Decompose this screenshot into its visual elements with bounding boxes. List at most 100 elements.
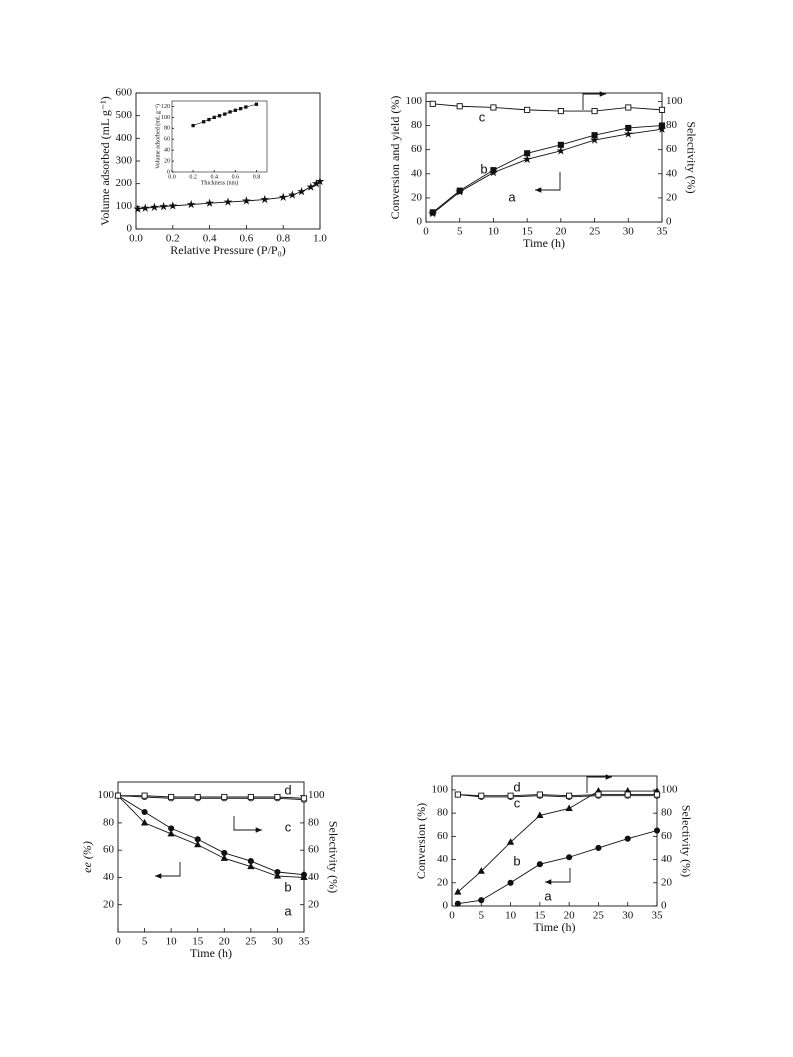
x-tick-label: 0.2 xyxy=(189,174,197,180)
marker xyxy=(658,122,666,129)
series-line xyxy=(432,125,663,213)
marker xyxy=(524,106,531,113)
marker xyxy=(454,888,462,895)
marker xyxy=(247,793,254,801)
marker xyxy=(194,836,201,843)
y-tick-label: 40 xyxy=(164,148,170,154)
series-line xyxy=(457,830,658,905)
x-tick-label: 30 xyxy=(623,226,635,238)
series-line xyxy=(432,103,663,112)
y-tick-label: 80 xyxy=(164,126,170,132)
marker xyxy=(212,115,216,120)
series-line xyxy=(457,790,657,893)
y-tick-label: 100 xyxy=(406,95,423,107)
plot-frame xyxy=(451,775,658,907)
y-tick-label: 20 xyxy=(411,191,423,203)
x-tick-label: 10 xyxy=(488,226,500,238)
x-tick-label: 20 xyxy=(555,226,567,238)
y2-tick-label: 100 xyxy=(308,789,325,801)
x-tick-label: 35 xyxy=(299,936,311,948)
y-axis-label: Volume adsorbed (mL g⁻¹) xyxy=(154,104,161,169)
marker xyxy=(653,791,661,798)
series-label: d xyxy=(513,779,520,794)
y-tick-label: 100 xyxy=(432,783,449,795)
marker xyxy=(194,793,201,801)
series-label: c xyxy=(514,795,521,810)
x-axis-label: Time (h) xyxy=(523,236,565,250)
axis-arrow xyxy=(582,91,606,110)
marker xyxy=(536,791,543,798)
y2-tick-label: 100 xyxy=(666,95,683,107)
x-tick-label: 30 xyxy=(622,910,634,922)
y-tick-label: 40 xyxy=(411,167,423,179)
x-axis-label: Relative Pressure (P/P₀) xyxy=(170,243,286,257)
marker xyxy=(223,197,233,206)
y2-tick-label: 60 xyxy=(308,844,320,856)
marker xyxy=(238,106,243,111)
marker xyxy=(254,102,259,106)
x-axis-label: Time (h) xyxy=(190,946,232,960)
x-tick-label: 0.8 xyxy=(253,174,261,180)
x-axis-label: Thickness (nm) xyxy=(201,179,239,186)
marker xyxy=(247,858,254,865)
y-axis-label: ee (%) xyxy=(80,841,94,873)
marker xyxy=(217,114,222,118)
marker xyxy=(490,104,497,111)
marker xyxy=(591,108,598,115)
x-tick-label: 0 xyxy=(115,936,121,948)
x-tick-label: 0.4 xyxy=(210,174,218,180)
x-tick-label: 0.6 xyxy=(232,174,240,180)
marker xyxy=(625,104,632,111)
y-tick-label: 60 xyxy=(164,137,170,143)
series-line xyxy=(117,795,305,878)
marker xyxy=(244,105,248,109)
y-axis-label: Volume adsorbed (mL g⁻¹) xyxy=(98,96,112,226)
marker xyxy=(221,849,228,856)
x-tick-label: 0 xyxy=(423,226,429,238)
series-label: c xyxy=(285,819,292,834)
marker xyxy=(288,190,297,199)
marker xyxy=(429,209,436,216)
marker xyxy=(300,871,308,878)
y2-tick-label: 40 xyxy=(666,167,678,179)
x-tick-label: 0.0 xyxy=(129,233,143,245)
marker xyxy=(221,793,228,801)
y2-tick-label: 0 xyxy=(661,900,667,912)
y2-tick-label: 80 xyxy=(661,807,673,819)
y-tick-label: 60 xyxy=(103,844,115,856)
marker xyxy=(133,204,143,213)
series-label: c xyxy=(479,109,486,124)
axis-arrow xyxy=(545,868,571,885)
plot-frame xyxy=(171,100,268,173)
plot-frame xyxy=(425,92,663,223)
marker xyxy=(557,141,564,148)
y-tick-label: 80 xyxy=(437,807,449,819)
y2-tick-label: 80 xyxy=(666,119,678,131)
plot-frame xyxy=(117,781,305,933)
axis-arrow xyxy=(586,774,612,793)
x-tick-label: 10 xyxy=(166,936,178,948)
series-label: a xyxy=(508,189,516,204)
marker xyxy=(429,100,436,107)
series-line xyxy=(118,795,305,799)
x-tick-label: 15 xyxy=(522,226,534,238)
x-tick-label: 0.4 xyxy=(203,233,217,245)
y-tick-label: 120 xyxy=(161,104,170,110)
y2-tick-label: 20 xyxy=(666,191,678,203)
series-label: b xyxy=(513,853,520,868)
y2-axis-label: Selectivity (%) xyxy=(326,821,340,893)
y2-tick-label: 0 xyxy=(666,216,672,228)
marker xyxy=(590,135,599,144)
marker xyxy=(624,791,631,798)
marker xyxy=(595,844,602,852)
x-tick-label: 35 xyxy=(652,910,664,922)
marker xyxy=(159,201,168,211)
y-tick-label: 60 xyxy=(411,143,423,155)
y-tick-label: 500 xyxy=(116,109,133,121)
series-label: b xyxy=(480,161,487,176)
series-line xyxy=(457,794,657,797)
marker xyxy=(194,840,202,848)
marker xyxy=(205,198,214,207)
marker xyxy=(242,196,251,205)
